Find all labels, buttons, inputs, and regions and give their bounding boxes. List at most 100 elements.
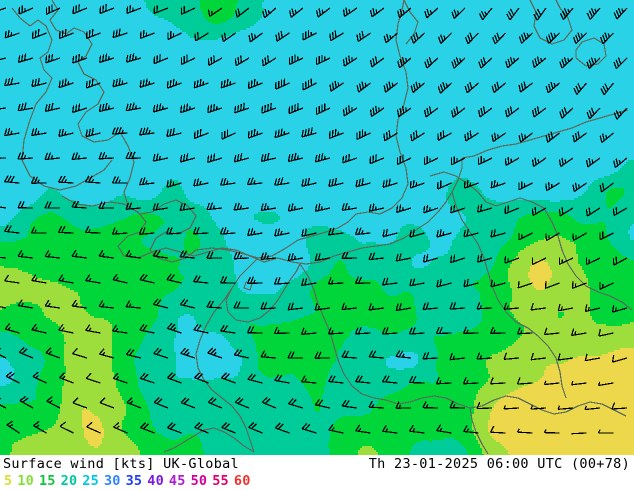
wind-barb [112, 273, 128, 284]
wind-barb [85, 274, 101, 284]
wind-barb [530, 302, 547, 311]
wind-barb [0, 306, 7, 309]
wind-barb [423, 156, 439, 166]
wind-barb [44, 299, 61, 309]
wind-barb [274, 128, 290, 139]
wind-barb [341, 399, 358, 409]
wind-barb [233, 202, 250, 211]
wind-barb [112, 78, 128, 88]
wind-barb [599, 231, 614, 241]
wind-barb [450, 254, 466, 264]
wind-barb [492, 32, 506, 45]
wind-barb [207, 55, 223, 66]
wind-barb [17, 299, 34, 309]
wind-barb [355, 178, 371, 188]
coastline-segment [543, 207, 633, 311]
coastline-segment [469, 407, 489, 455]
wind-barb [301, 423, 317, 434]
wind-barb [599, 282, 614, 290]
legend-tick-45kt: 45 [168, 473, 186, 489]
wind-barb [246, 276, 263, 285]
wind-barb [152, 298, 169, 309]
wind-barb [0, 107, 7, 110]
wind-barb [59, 372, 74, 384]
wind-barb [139, 273, 155, 284]
wind-barb [301, 327, 317, 336]
legend-tick-15kt: 15 [38, 473, 56, 489]
wind-barb [436, 229, 452, 238]
wind-barb [301, 228, 317, 237]
wind-barb [207, 397, 223, 409]
wind-barb [112, 324, 128, 334]
wind-barb [44, 152, 61, 161]
wind-barb [489, 377, 506, 385]
wind-barb [409, 179, 425, 189]
wind-barb [327, 277, 344, 285]
wind-barb [220, 177, 236, 186]
wind-barb [219, 276, 236, 284]
wind-barb [409, 424, 425, 434]
wind-barb [423, 106, 439, 118]
wind-barb [491, 132, 506, 143]
wind-barb [85, 372, 101, 384]
wind-barb [179, 250, 196, 259]
wind-barb [613, 7, 628, 20]
wind-barb [261, 102, 277, 114]
wind-barb [518, 32, 533, 44]
wind-barb [463, 228, 479, 238]
wind-barb [98, 151, 115, 160]
wind-barb [585, 257, 601, 266]
legend-tick-40kt: 40 [147, 473, 164, 489]
wind-barb [192, 226, 209, 235]
coastline-segment [163, 427, 255, 453]
wind-barb [72, 347, 88, 359]
coastline-segment [355, 0, 409, 215]
wind-barb [504, 156, 520, 166]
wind-barb [342, 105, 358, 117]
wind-barb [85, 29, 101, 39]
wind-barb [437, 180, 452, 190]
wind-barb [598, 381, 614, 387]
wind-barb [531, 157, 547, 167]
wind-barb [18, 5, 34, 15]
wind-barb [261, 397, 277, 409]
wind-barb [18, 347, 34, 359]
wind-barb [395, 253, 412, 262]
wind-barb [395, 401, 412, 409]
map-footer: Surface wind [kts] UK-Global Th 23-01-20… [0, 455, 634, 490]
wind-barb [503, 302, 520, 310]
wind-barb [410, 130, 425, 142]
wind-barb [356, 81, 371, 93]
wind-barb [462, 326, 479, 335]
wind-barb [301, 375, 317, 384]
wind-barb [57, 175, 74, 184]
wind-barb [395, 350, 412, 359]
coastline-segment [385, 395, 627, 417]
wind-barb [4, 274, 20, 284]
wind-barb [450, 156, 466, 166]
wind-barb [503, 352, 520, 360]
wind-barb [287, 152, 304, 163]
wind-barb [180, 6, 196, 15]
wind-barb [489, 425, 506, 434]
wind-barb [341, 202, 358, 211]
wind-barb [17, 102, 34, 112]
wind-barb [545, 32, 560, 44]
wind-barb [260, 152, 277, 163]
wind-barb [612, 206, 628, 217]
wind-barb [139, 78, 155, 88]
coastline-segment [277, 158, 463, 265]
wind-barb [504, 106, 520, 118]
wind-barb [125, 348, 142, 359]
surface-wind-map[interactable] [0, 0, 634, 455]
wind-barb [463, 180, 479, 189]
wind-barb [585, 157, 601, 168]
wind-barb [423, 204, 439, 214]
wind-speed-legend: 5 10 15 20 25 30 35 40 45 50 55 60 [4, 473, 251, 489]
wind-barb [368, 350, 385, 359]
wind-barb [0, 7, 7, 11]
coastline-segment [461, 109, 629, 159]
wind-barb [234, 55, 250, 67]
wind-barb [572, 32, 587, 45]
wind-barb [436, 279, 452, 288]
